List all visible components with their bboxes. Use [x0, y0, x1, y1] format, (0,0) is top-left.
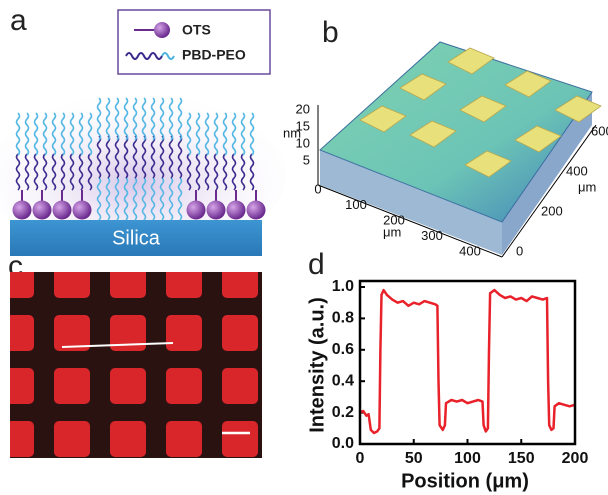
y-tick-label: 200: [541, 203, 563, 218]
bead: [13, 201, 32, 220]
figure: a b c d OTS PBD-PEO Silica nm μm μm 2015…: [0, 0, 608, 495]
x-tick-label: 100: [454, 450, 481, 467]
axis-unit: μm: [578, 179, 596, 194]
legend-box: [118, 10, 270, 74]
legend-label: PBD-PEO: [182, 47, 246, 63]
x-tick-label: 0: [356, 450, 365, 467]
y-tick-label: 0.2: [332, 404, 354, 421]
x-tick-label: 200: [383, 212, 405, 227]
surface-plot: nm μm μm 201510501002003004000200400600: [283, 42, 608, 258]
x-axis-label: Position (μm): [401, 470, 529, 492]
y-tick-label: 1.0: [332, 278, 354, 295]
pattern-square: [110, 421, 146, 457]
y-tick-label: 600: [591, 123, 608, 138]
bead: [247, 201, 266, 220]
z-tick-label: 20: [296, 101, 310, 116]
substrate-label: Silica: [112, 227, 161, 249]
panel-label: a: [10, 4, 27, 37]
pattern-square: [222, 368, 258, 404]
pattern-square: [166, 368, 202, 404]
page: body { margin: 0; width: 608px; height: …: [0, 0, 608, 495]
pattern-square: [110, 262, 146, 298]
data-line: [360, 290, 575, 433]
y-tick-label: 0.0: [332, 435, 354, 452]
z-tick-label: 15: [296, 118, 310, 133]
bead: [73, 201, 92, 220]
z-tick-label: 5: [303, 152, 310, 167]
bead: [207, 201, 226, 220]
pattern-square: [110, 368, 146, 404]
x-tick-label: 150: [508, 450, 535, 467]
schematic: OTS PBD-PEO Silica: [0, 10, 286, 256]
legend-bead: [154, 22, 170, 38]
panel-label: b: [322, 16, 339, 49]
x-tick-label: 200: [562, 450, 589, 467]
pattern-square: [54, 421, 90, 457]
pattern-square: [54, 262, 90, 298]
bead: [33, 201, 52, 220]
x-tick-label: 0: [314, 181, 321, 196]
pattern-square: [0, 315, 34, 351]
plot-frame: [360, 281, 575, 444]
x-tick-label: 300: [421, 228, 443, 243]
y-tick-label: 0.6: [332, 341, 354, 358]
x-tick-label: 100: [345, 197, 367, 212]
y-tick-label: 0: [516, 243, 523, 258]
legend-label: OTS: [182, 22, 211, 38]
pattern-square: [222, 315, 258, 351]
pattern-square: [222, 262, 258, 298]
pattern-square: [54, 368, 90, 404]
fluorescence-image: [0, 262, 262, 458]
bead: [227, 201, 246, 220]
z-tick-label: 10: [296, 135, 310, 150]
y-tick-label: 0.8: [332, 310, 354, 327]
x-tick-label: 400: [459, 243, 481, 258]
bead: [187, 201, 206, 220]
body: {"panels": { "a": {"label": "a", "legend…: [0, 0, 608, 495]
pattern-square: [166, 262, 202, 298]
x-tick-label: 50: [405, 450, 423, 467]
y-tick-label: 0.4: [332, 372, 354, 389]
y-axis-label: Intensity (a.u.): [306, 297, 328, 433]
y-tick-label: 400: [566, 163, 588, 178]
pattern-square: [222, 421, 258, 457]
chart: Position (μm) Intensity (a.u.) 0.0 0.2 0.4…: [306, 278, 588, 492]
pattern-square: [0, 421, 34, 457]
bead: [53, 201, 72, 220]
pattern-square: [0, 368, 34, 404]
panel-label: d: [308, 248, 325, 281]
pattern-square: [166, 315, 202, 351]
pattern-square: [166, 421, 202, 457]
